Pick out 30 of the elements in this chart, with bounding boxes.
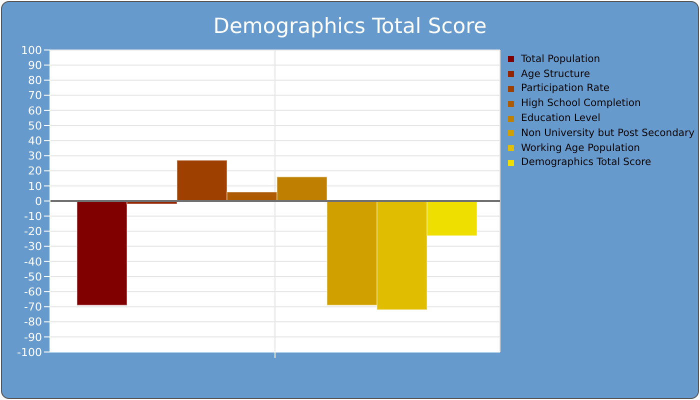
y-tick-label: 70: [28, 89, 42, 102]
y-tick-label: -100: [17, 346, 42, 359]
y-tick-label: 80: [28, 74, 42, 88]
legend-label: Education Level: [521, 113, 600, 124]
y-tick-label: -30: [24, 240, 42, 254]
y-tick-label: 10: [28, 180, 42, 193]
legend-label: Demographics Total Score: [521, 157, 652, 168]
y-tick-label: 90: [28, 59, 42, 72]
y-tick-label: -20: [24, 225, 42, 238]
y-tick-label: 30: [28, 150, 42, 163]
y-tick-label: 0: [35, 194, 42, 208]
y-tick-label: 20: [28, 164, 42, 178]
legend-label: Total Population: [521, 54, 600, 65]
y-tick-label: 60: [28, 104, 42, 118]
y-tick-label: -40: [24, 255, 42, 268]
y-tick-label: -10: [24, 210, 42, 224]
y-tick-label: -80: [24, 316, 42, 329]
legend-label: Age Structure: [521, 68, 590, 80]
legend-label: Working Age Population: [521, 142, 640, 154]
y-tick-label: 50: [28, 119, 42, 132]
legend-label: Non University but Post Secondary: [521, 128, 695, 139]
y-tick-label: -50: [24, 270, 42, 284]
legend-label: Participation Rate: [521, 83, 610, 94]
legend-label: High School Completion: [521, 98, 641, 110]
y-tick-label: -90: [24, 330, 42, 344]
y-tick-label: 40: [28, 134, 42, 148]
y-tick-label: -60: [24, 286, 42, 299]
chart-title: Demographics Total Score: [212, 14, 488, 38]
y-tick-label: -70: [24, 300, 42, 314]
y-tick-label: 100: [21, 44, 42, 57]
